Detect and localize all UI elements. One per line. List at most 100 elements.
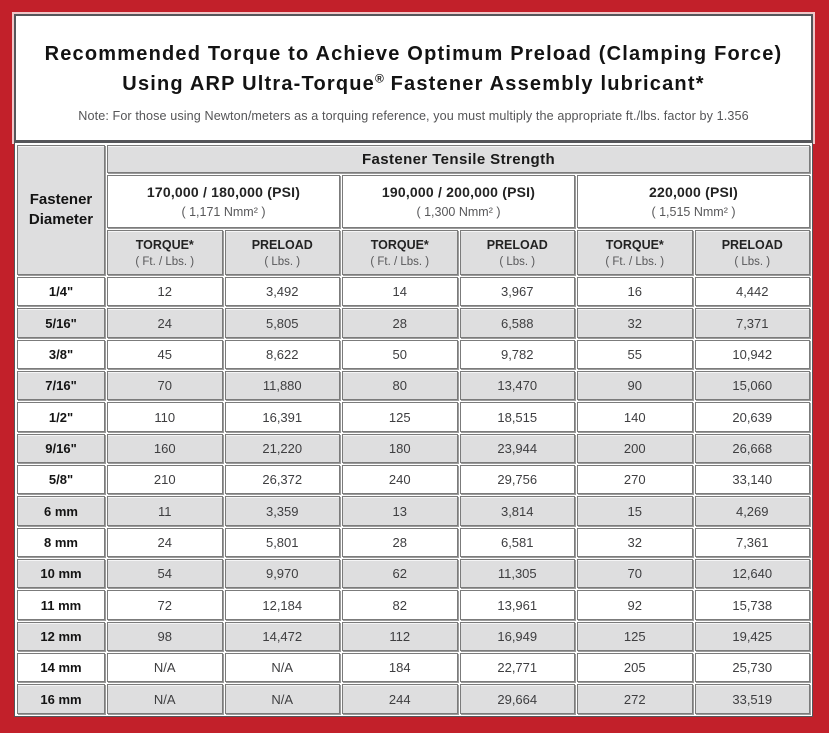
value-cell: 184 xyxy=(342,653,458,683)
fastener-diameter-header: Fastener Diameter xyxy=(17,145,105,275)
table-row: 1/2" 110 16,391 125 18,515 140 20,639 xyxy=(17,402,810,432)
value-cell: 14,472 xyxy=(224,621,340,652)
value-cell: 15,060 xyxy=(694,371,810,401)
diameter-cell: 1/2" xyxy=(17,402,105,432)
preload-unit-label: ( Lbs. ) xyxy=(734,255,771,268)
preload-column-header: PRELOAD ( Lbs. ) xyxy=(459,230,575,275)
value-cell: 21,220 xyxy=(224,433,340,464)
value-cell: 12,640 xyxy=(694,559,810,589)
value-cell: 26,668 xyxy=(694,433,810,464)
value-cell: 18,515 xyxy=(459,402,575,432)
value-cell: 13 xyxy=(342,496,458,526)
value-cell: 16,949 xyxy=(459,621,575,652)
content-area: Recommended Torque to Achieve Optimum Pr… xyxy=(14,14,813,717)
value-cell: 20,639 xyxy=(694,402,810,432)
value-cell: 5,805 xyxy=(224,308,340,338)
table-row: 3/8" 45 8,622 50 9,782 55 10,942 xyxy=(17,339,810,370)
value-cell: 98 xyxy=(107,621,223,652)
value-cell: 3,814 xyxy=(459,496,575,526)
value-cell: 70 xyxy=(107,371,223,401)
header-row-columns: TORQUE* ( Ft. / Lbs. ) PRELOAD ( Lbs. ) … xyxy=(17,230,810,275)
table-row: 8 mm 24 5,801 28 6,581 32 7,361 xyxy=(17,527,810,558)
torque-unit-label: ( Ft. / Lbs. ) xyxy=(605,255,665,268)
table-row: 12 mm 98 14,472 112 16,949 125 19,425 xyxy=(17,621,810,652)
value-cell: 125 xyxy=(342,402,458,432)
value-cell: N/A xyxy=(224,653,340,683)
value-cell: 7,361 xyxy=(694,527,810,558)
value-cell: 112 xyxy=(342,621,458,652)
value-cell: 23,944 xyxy=(459,433,575,464)
value-cell: 50 xyxy=(342,339,458,370)
table-row: 5/16" 24 5,805 28 6,588 32 7,371 xyxy=(17,308,810,338)
value-cell: 28 xyxy=(342,527,458,558)
preload-unit-label: ( Lbs. ) xyxy=(264,255,301,268)
value-cell: 82 xyxy=(342,590,458,620)
value-cell: 14 xyxy=(342,277,458,307)
torque-table-body: 1/4" 12 3,492 14 3,967 16 4,442 5/16" 24 5,805 28 6… xyxy=(17,277,810,714)
value-cell: 210 xyxy=(107,465,223,495)
value-cell: 32 xyxy=(577,527,693,558)
value-cell: 140 xyxy=(577,402,693,432)
value-cell: 3,492 xyxy=(224,277,340,307)
torque-label: TORQUE* xyxy=(135,237,194,252)
value-cell: 180 xyxy=(342,433,458,464)
torque-table: Fastener Diameter Fastener Tensile Stren… xyxy=(14,142,813,717)
value-cell: 26,372 xyxy=(224,465,340,495)
diameter-cell: 5/8" xyxy=(17,465,105,495)
value-cell: 5,801 xyxy=(224,527,340,558)
torque-unit-label: ( Ft. / Lbs. ) xyxy=(370,255,430,268)
table-row: 11 mm 72 12,184 82 13,961 92 15,738 xyxy=(17,590,810,620)
value-cell: 45 xyxy=(107,339,223,370)
value-cell: 11,880 xyxy=(224,371,340,401)
value-cell: 24 xyxy=(107,308,223,338)
value-cell: 22,771 xyxy=(459,653,575,683)
preload-label: PRELOAD xyxy=(486,237,548,252)
torque-column-header: TORQUE* ( Ft. / Lbs. ) xyxy=(342,230,458,275)
value-cell: 28 xyxy=(342,308,458,338)
diameter-cell: 1/4" xyxy=(17,277,105,307)
fastener-diameter-header-line2: Diameter xyxy=(28,211,94,228)
page-title-line-1: Recommended Torque to Achieve Optimum Pr… xyxy=(44,43,783,65)
diameter-cell: 9/16" xyxy=(17,433,105,464)
value-cell: 13,470 xyxy=(459,371,575,401)
value-cell: 10,942 xyxy=(694,339,810,370)
table-row: 5/8" 210 26,372 240 29,756 270 33,140 xyxy=(17,465,810,495)
title-line2-text: Using ARP Ultra-Torque xyxy=(122,73,376,95)
nmm-label: ( 1,515 Nmm² ) xyxy=(651,205,736,219)
value-cell: 9,782 xyxy=(459,339,575,370)
diameter-cell: 7/16" xyxy=(17,371,105,401)
diameter-cell: 3/8" xyxy=(17,339,105,370)
torque-label: TORQUE* xyxy=(605,237,664,252)
table-row: 6 mm 11 3,359 13 3,814 15 4,269 xyxy=(17,496,810,526)
value-cell: 7,371 xyxy=(694,308,810,338)
value-cell: 240 xyxy=(342,465,458,495)
preload-label: PRELOAD xyxy=(251,237,313,252)
header-row-tensile: Fastener Diameter Fastener Tensile Stren… xyxy=(17,145,810,275)
preload-label: PRELOAD xyxy=(721,237,783,252)
diameter-cell: 8 mm xyxy=(17,527,105,558)
diameter-cell: 14 mm xyxy=(17,653,105,683)
header-row-psi-groups: 170,000 / 180,000 (PSI) ( 1,171 Nmm² ) 1… xyxy=(17,175,810,228)
value-cell: 33,519 xyxy=(694,684,810,714)
value-cell: 72 xyxy=(107,590,223,620)
torque-unit-label: ( Ft. / Lbs. ) xyxy=(135,255,195,268)
torque-column-header: TORQUE* ( Ft. / Lbs. ) xyxy=(107,230,223,275)
value-cell: 6,588 xyxy=(459,308,575,338)
table-row: 14 mm N/A N/A 184 22,771 205 25,730 xyxy=(17,653,810,683)
page-title-line-2: Using ARP Ultra-Torque® Fastener Assembl… xyxy=(16,69,811,99)
diameter-cell: 12 mm xyxy=(17,621,105,652)
value-cell: 32 xyxy=(577,308,693,338)
value-cell: 125 xyxy=(577,621,693,652)
value-cell: 4,442 xyxy=(694,277,810,307)
torque-column-header: TORQUE* ( Ft. / Lbs. ) xyxy=(577,230,693,275)
fastener-diameter-header-line1: Fastener xyxy=(29,191,93,208)
value-cell: 54 xyxy=(107,559,223,589)
table-row: 7/16" 70 11,880 80 13,470 90 15,060 xyxy=(17,371,810,401)
value-cell: 3,967 xyxy=(459,277,575,307)
value-cell: 16,391 xyxy=(224,402,340,432)
value-cell: 15 xyxy=(577,496,693,526)
registered-trademark-symbol: ® xyxy=(375,71,384,86)
value-cell: N/A xyxy=(107,684,223,714)
table-row: 10 mm 54 9,970 62 11,305 70 12,640 xyxy=(17,559,810,589)
value-cell: 29,756 xyxy=(459,465,575,495)
